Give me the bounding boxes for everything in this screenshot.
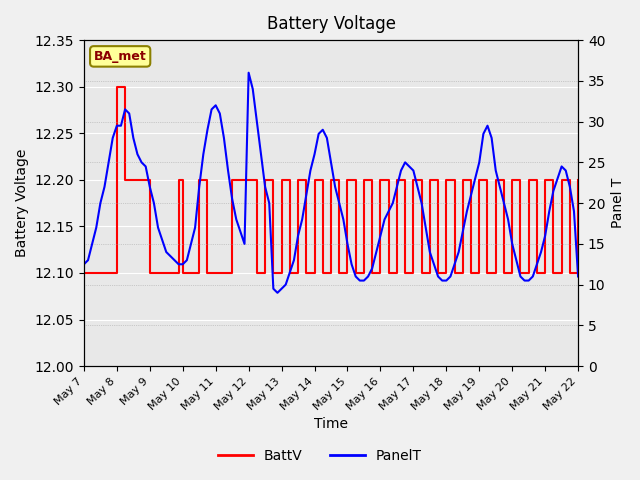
Title: Battery Voltage: Battery Voltage bbox=[266, 15, 396, 33]
Y-axis label: Panel T: Panel T bbox=[611, 178, 625, 228]
Y-axis label: Battery Voltage: Battery Voltage bbox=[15, 149, 29, 257]
Text: BA_met: BA_met bbox=[94, 50, 147, 63]
Legend: BattV, PanelT: BattV, PanelT bbox=[212, 443, 428, 468]
X-axis label: Time: Time bbox=[314, 418, 348, 432]
